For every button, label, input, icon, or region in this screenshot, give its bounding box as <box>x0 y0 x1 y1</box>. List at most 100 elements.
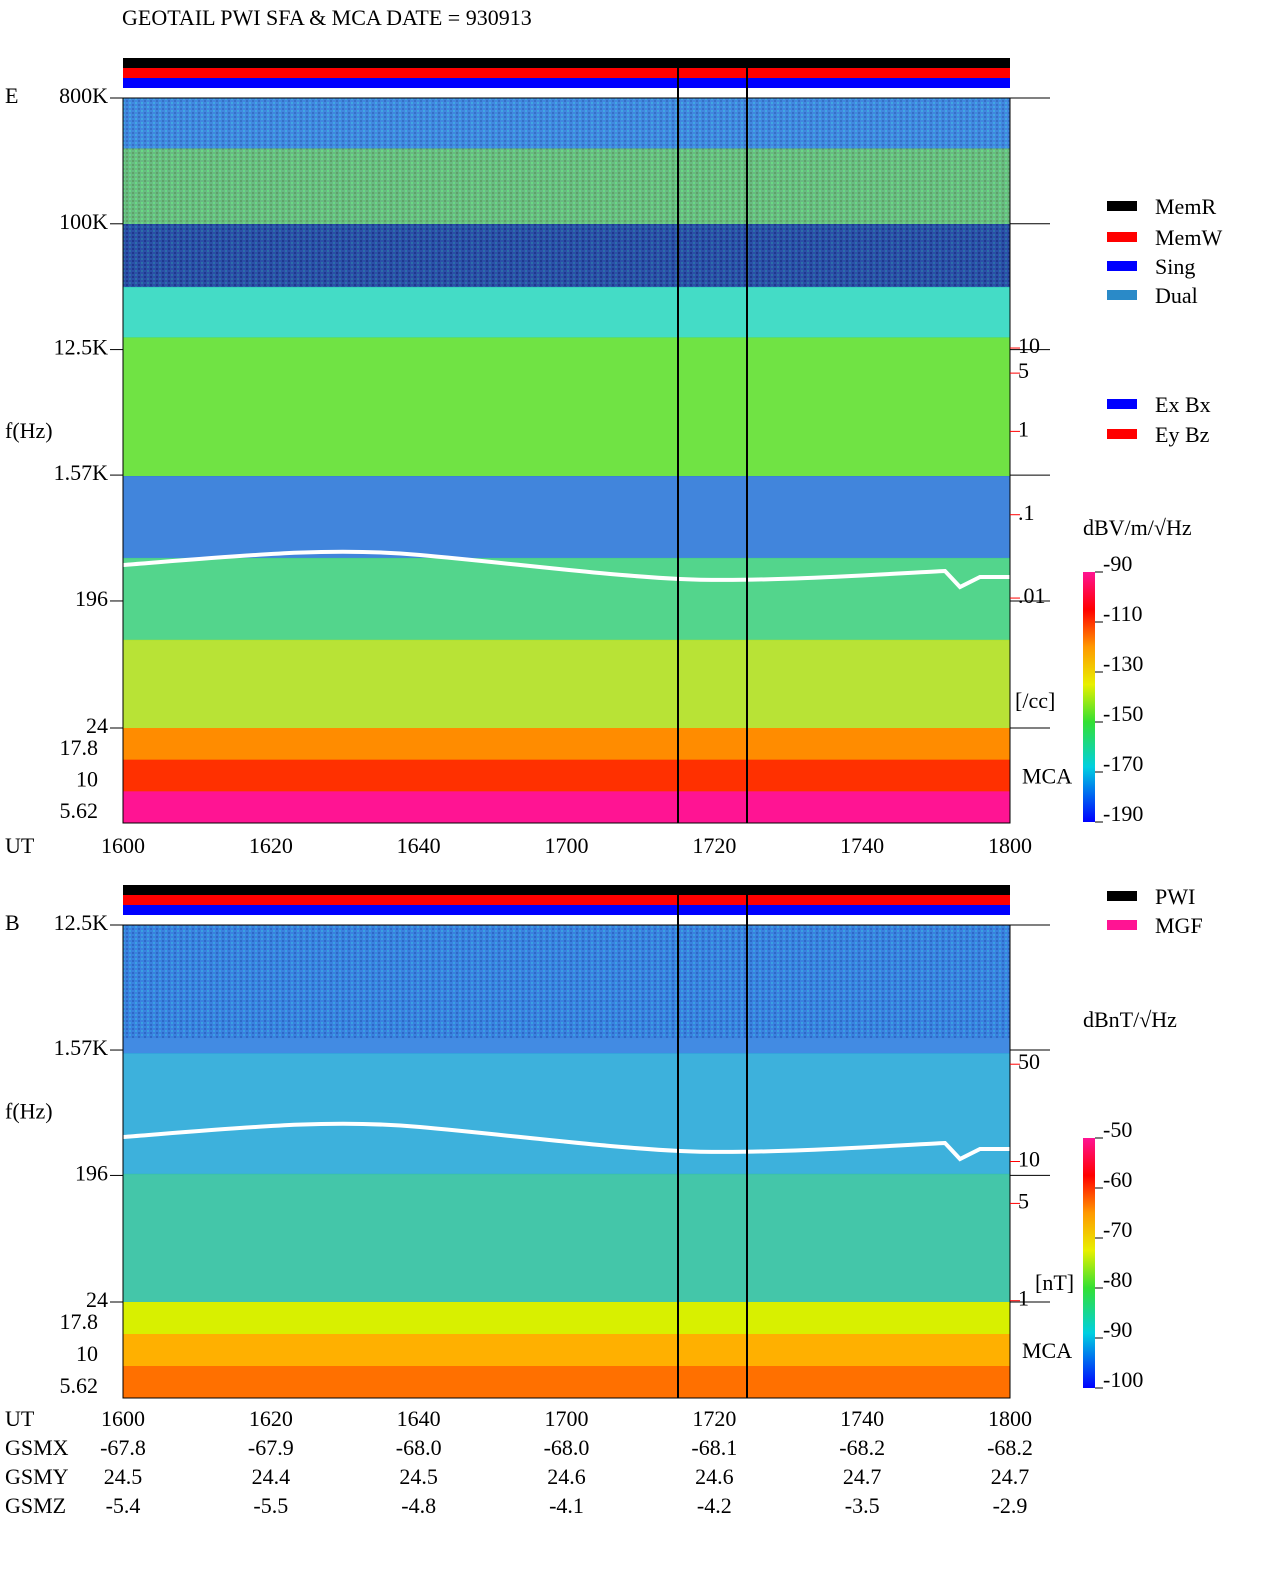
ephemeris-value: -5.4 <box>106 1493 141 1518</box>
spectrogram-band <box>123 337 1010 477</box>
ephemeris-value: 24.6 <box>695 1464 734 1489</box>
panel-label: B <box>5 910 20 935</box>
y-tick-label: 12.5K <box>54 335 109 360</box>
title: GEOTAIL PWI SFA & MCA DATE = 930913 <box>122 5 532 30</box>
colorbar-tick-label: -90 <box>1103 1317 1132 1342</box>
ephemeris-name: GSMY <box>5 1464 69 1489</box>
x-tick-label: 1720 <box>692 1406 736 1431</box>
mca-band <box>123 728 1010 761</box>
ephemeris-value: -5.5 <box>253 1493 288 1518</box>
y2-tick-label: 1 <box>1018 416 1029 441</box>
spectrogram-noise <box>123 925 1010 1039</box>
x-tick-label: 1720 <box>692 833 736 858</box>
spectrogram-band <box>123 1053 1010 1175</box>
spectrogram-band <box>123 1173 1010 1303</box>
colorbar <box>1083 572 1095 822</box>
ephemeris-value: -67.8 <box>100 1435 146 1460</box>
colorbar-tick-label: -60 <box>1103 1167 1132 1192</box>
colorbar-tick-label: -110 <box>1103 601 1143 626</box>
legend-label: Dual <box>1155 283 1198 308</box>
y-tick-label: 1.57K <box>54 1035 109 1060</box>
y-axis-label: f(Hz) <box>5 418 53 443</box>
legend-label: Ey Bz <box>1155 422 1210 447</box>
spectrogram-band <box>123 287 1010 338</box>
colorbar-tick-label: -150 <box>1103 701 1143 726</box>
y2-tick-label: .01 <box>1018 583 1046 608</box>
ephemeris-value: -67.9 <box>248 1435 294 1460</box>
mca-tick-label: 17.8 <box>60 1309 99 1334</box>
y2-tick-label: 10 <box>1018 333 1040 358</box>
colorbar-tick-label: -130 <box>1103 651 1143 676</box>
y2-axis-label: [/cc] <box>1015 688 1055 713</box>
ephemeris-name: GSMZ <box>5 1493 66 1518</box>
mca-band <box>123 759 1010 792</box>
colorbar <box>1083 1138 1095 1388</box>
mca-band <box>123 791 1010 824</box>
mca-tick-label: 10 <box>76 767 98 792</box>
y-tick-label: 100K <box>59 209 108 234</box>
mca-label: MCA <box>1022 1338 1072 1363</box>
legend-swatch <box>1107 201 1137 211</box>
mca-label: MCA <box>1022 764 1072 789</box>
mca-band <box>123 1334 1010 1367</box>
mca-band <box>123 1366 1010 1399</box>
x-axis-label: UT <box>5 833 35 858</box>
ephemeris-name: GSMX <box>5 1435 69 1460</box>
y-axis-label: f(Hz) <box>5 1099 53 1124</box>
colorbar-tick-label: -70 <box>1103 1217 1132 1242</box>
mca-tick-label: 5.62 <box>60 1373 99 1398</box>
colorbar-tick-label: -100 <box>1103 1367 1143 1392</box>
spectrogram-band <box>123 639 1010 729</box>
mca-tick-label: 17.8 <box>60 735 99 760</box>
y2-tick-label: 10 <box>1018 1147 1040 1172</box>
mca-tick-label: 10 <box>76 1341 98 1366</box>
ephemeris-value: -68.1 <box>691 1435 737 1460</box>
legend-swatch <box>1107 232 1137 242</box>
x-tick-label: 1740 <box>840 833 884 858</box>
legend-swatch <box>1107 261 1137 271</box>
y2-tick-label: .1 <box>1018 500 1035 525</box>
mca-tick-label: 5.62 <box>60 798 99 823</box>
ephemeris-value: 24.7 <box>991 1464 1030 1489</box>
x-tick-label: 1800 <box>988 1406 1032 1431</box>
plasma-trace <box>122 1121 1010 1162</box>
colorbar-tick-label: -170 <box>1103 751 1143 776</box>
panel-label: E <box>5 83 18 108</box>
y-tick-label: 24 <box>86 1287 108 1312</box>
colorbar-tick-label: -190 <box>1103 801 1143 826</box>
legend-swatch <box>1107 290 1137 300</box>
ephemeris-value: -4.1 <box>549 1493 584 1518</box>
y-tick-label: 800K <box>59 83 108 108</box>
y2-tick-label: 5 <box>1018 358 1029 383</box>
ephemeris-value: -3.5 <box>845 1493 880 1518</box>
frame <box>122 97 1011 824</box>
colorbar-label: dBV/m/√Hz <box>1083 515 1192 540</box>
x-tick-label: 1800 <box>988 833 1032 858</box>
colorbar-tick-label: -50 <box>1103 1117 1132 1142</box>
y2-tick-label: 5 <box>1018 1188 1029 1213</box>
ephemeris-value: -2.9 <box>993 1493 1028 1518</box>
spectrogram-noise <box>123 98 1010 287</box>
x-tick-label: 1600 <box>101 833 145 858</box>
ephemeris-value: -4.2 <box>697 1493 732 1518</box>
x-tick-label: 1740 <box>840 1406 884 1431</box>
x-tick-label: 1620 <box>249 833 293 858</box>
y2-tick-label: 1 <box>1018 1286 1029 1311</box>
x-tick-label: 1700 <box>545 1406 589 1431</box>
x-tick-label: 1600 <box>101 1406 145 1431</box>
legend-label: PWI <box>1155 884 1195 909</box>
mca-band <box>123 1302 1010 1335</box>
ephemeris-value: 24.5 <box>104 1464 143 1489</box>
status-bar <box>123 78 1010 88</box>
legend-label: MemR <box>1155 194 1216 219</box>
y2-tick-label: 50 <box>1018 1049 1040 1074</box>
ephemeris-value: 24.4 <box>252 1464 291 1489</box>
status-bar <box>123 885 1010 895</box>
y-tick-label: 1.57K <box>54 460 109 485</box>
ephemeris-value: 24.6 <box>547 1464 586 1489</box>
x-tick-label: 1640 <box>397 833 441 858</box>
x-tick-label: 1700 <box>545 833 589 858</box>
plasma-trace <box>122 549 1010 590</box>
x-axis-label: UT <box>5 1406 35 1431</box>
y-tick-label: 24 <box>86 713 108 738</box>
